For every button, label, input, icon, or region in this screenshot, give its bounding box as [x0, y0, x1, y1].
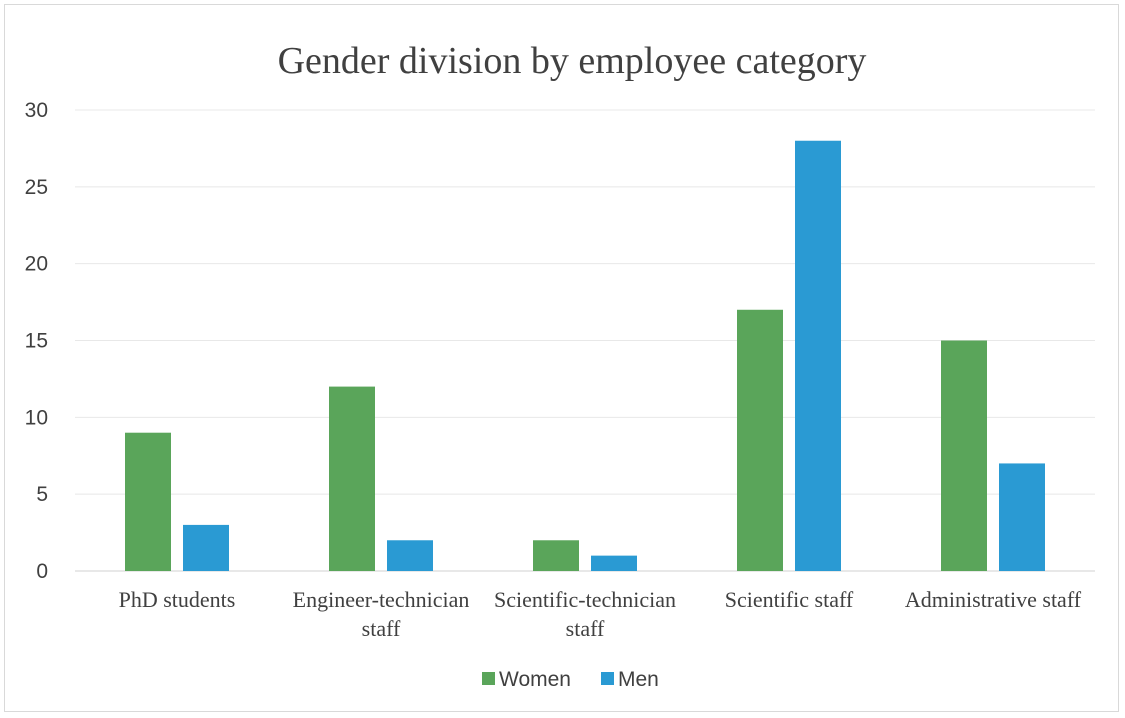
bar-men-3 [795, 140, 841, 571]
legend-label-women: Women [499, 668, 571, 691]
legend: Women Men [482, 668, 659, 691]
legend-label-men: Men [618, 668, 659, 691]
chart-frame [4, 4, 1119, 712]
y-tick-label: 10 [25, 406, 48, 429]
x-tick-label: Scientific-technician [494, 587, 676, 612]
y-tick-label: 30 [25, 99, 48, 122]
bar-men-1 [387, 540, 433, 571]
x-tick-label: staff [566, 616, 605, 641]
bar-men-2 [591, 555, 637, 571]
y-tick-label: 15 [25, 330, 48, 353]
y-tick-label: 20 [25, 253, 48, 276]
grid-layer [75, 109, 1095, 572]
x-tick-label: Scientific staff [725, 587, 854, 612]
y-tick-label: 25 [25, 176, 48, 199]
legend-swatch-men [601, 672, 614, 685]
bar-women-1 [329, 386, 375, 571]
x-tick-label: staff [362, 616, 401, 641]
x-axis-ticks: PhD students Engineer-technician staff Scie… [119, 587, 1082, 641]
bar-men-0 [183, 524, 229, 571]
bar-women-2 [533, 540, 579, 571]
bar-women-0 [125, 432, 171, 571]
bar-women-3 [737, 309, 783, 571]
y-tick-label: 0 [36, 560, 48, 583]
bar-women-4 [941, 340, 987, 571]
bars [125, 140, 1045, 571]
x-tick-label: PhD students [119, 587, 236, 612]
x-tick-label: Engineer-technician [293, 587, 470, 612]
y-tick-label: 5 [36, 483, 48, 506]
x-tick-label: Administrative staff [905, 587, 1082, 612]
bar-men-4 [999, 463, 1045, 571]
legend-swatch-women [482, 672, 495, 685]
chart-title: Gender division by employee category [278, 40, 867, 82]
y-axis-ticks: 0 5 10 15 20 25 30 [25, 99, 48, 583]
